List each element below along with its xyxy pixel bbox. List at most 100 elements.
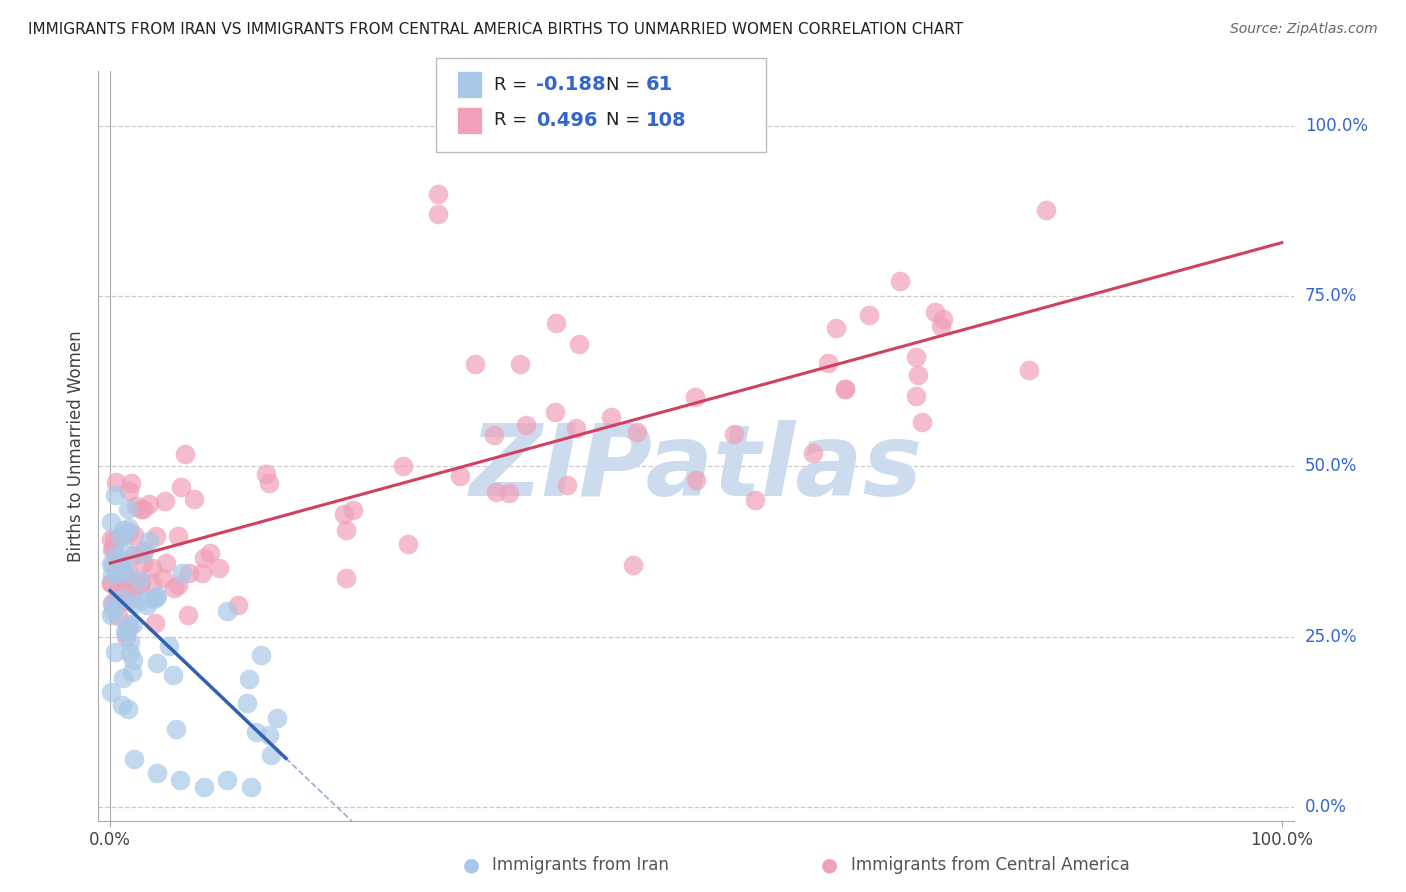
Text: ●: ●: [821, 855, 838, 875]
Point: [621, 558, 644, 572]
Y-axis label: Births to Unmarried Women: Births to Unmarried Women: [66, 330, 84, 562]
Point: [801, 446, 824, 460]
Point: [392, 459, 415, 474]
Point: [723, 426, 745, 441]
Point: [162, 668, 184, 682]
Point: [122, 752, 145, 766]
Point: [929, 319, 952, 334]
Point: [132, 546, 155, 560]
Point: [396, 537, 419, 551]
Point: [132, 556, 155, 570]
Point: [600, 410, 623, 425]
Point: [152, 570, 174, 584]
Point: [907, 368, 929, 383]
Point: [114, 541, 136, 556]
Point: [111, 698, 134, 712]
Point: [145, 590, 167, 604]
Point: [208, 561, 231, 575]
Point: [117, 502, 139, 516]
Text: 0.496: 0.496: [536, 111, 598, 130]
Point: [546, 316, 568, 330]
Point: [101, 557, 124, 571]
Point: [509, 357, 531, 371]
Point: [166, 529, 188, 543]
Point: [141, 560, 163, 574]
Point: [105, 475, 128, 490]
Point: [1018, 363, 1040, 377]
Point: [858, 309, 880, 323]
Point: [101, 543, 124, 558]
Point: [163, 581, 186, 595]
Point: [101, 540, 124, 554]
Point: [191, 566, 214, 580]
Point: [118, 646, 141, 660]
Point: [121, 665, 143, 679]
Text: Immigrants from Iran: Immigrants from Iran: [492, 856, 669, 874]
Point: [146, 657, 169, 671]
Point: [111, 523, 134, 537]
Point: [104, 488, 127, 502]
Point: [121, 585, 143, 599]
Point: [683, 390, 706, 404]
Point: [172, 566, 194, 581]
Text: R =: R =: [494, 112, 533, 129]
Point: [118, 483, 141, 498]
Point: [177, 566, 200, 581]
Point: [217, 772, 239, 787]
Point: [118, 566, 141, 581]
Point: [157, 640, 180, 654]
Point: [238, 672, 260, 686]
Point: [118, 635, 141, 649]
Point: [155, 556, 177, 570]
Point: [128, 573, 150, 587]
Point: [131, 593, 153, 607]
Point: [744, 493, 766, 508]
Point: [176, 607, 198, 622]
Point: [111, 562, 134, 576]
Point: [146, 589, 169, 603]
Point: [834, 382, 856, 396]
Text: ZIPatlas: ZIPatlas: [470, 420, 922, 517]
Text: R =: R =: [494, 76, 533, 94]
Point: [257, 729, 280, 743]
Point: [335, 571, 357, 585]
Point: [193, 550, 215, 565]
Point: [138, 497, 160, 511]
Point: [254, 467, 277, 481]
Point: [245, 725, 267, 739]
Point: [167, 577, 190, 591]
Point: [108, 561, 131, 575]
Point: [112, 574, 135, 589]
Text: 75.0%: 75.0%: [1305, 287, 1357, 305]
Point: [117, 701, 139, 715]
Point: [111, 528, 134, 542]
Point: [169, 772, 191, 787]
Text: 50.0%: 50.0%: [1305, 458, 1357, 475]
Point: [266, 711, 288, 725]
Point: [105, 570, 128, 584]
Point: [932, 312, 955, 326]
Point: [685, 473, 707, 487]
Point: [485, 485, 508, 500]
Text: Immigrants from Central America: Immigrants from Central America: [851, 856, 1129, 874]
Point: [215, 604, 238, 618]
Point: [121, 617, 143, 632]
Point: [825, 321, 848, 335]
Point: [145, 529, 167, 543]
Point: [117, 572, 139, 586]
Point: [565, 421, 588, 435]
Point: [118, 619, 141, 633]
Point: [107, 608, 129, 623]
Point: [101, 597, 124, 611]
Point: [114, 553, 136, 567]
Point: [115, 624, 138, 638]
Point: [141, 576, 163, 591]
Point: [905, 389, 928, 403]
Point: [555, 477, 578, 491]
Point: [834, 382, 856, 396]
Point: [260, 747, 283, 762]
Text: -0.188: -0.188: [536, 75, 606, 95]
Text: 61: 61: [645, 75, 672, 95]
Point: [498, 486, 520, 500]
Point: [100, 576, 122, 591]
